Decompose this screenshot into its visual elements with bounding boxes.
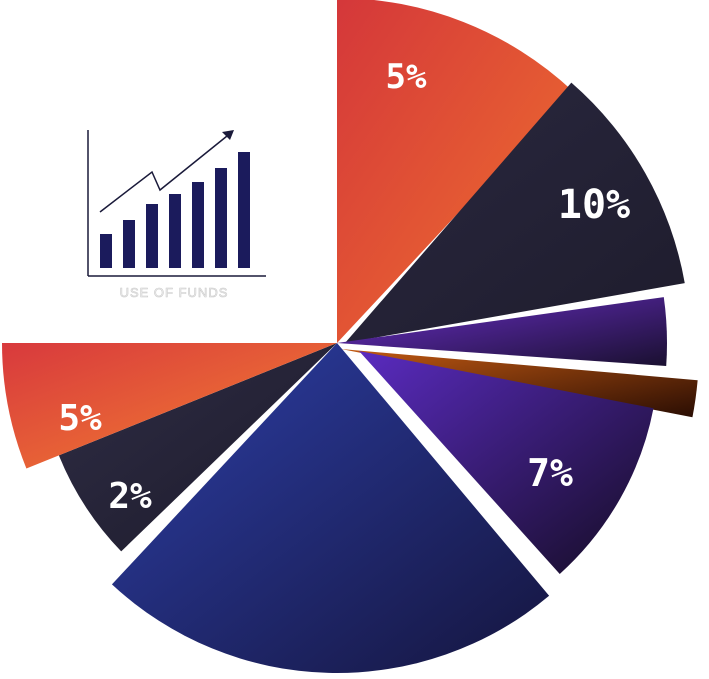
slice-label-right: 7%: [527, 451, 573, 495]
icon-bar: [169, 194, 181, 268]
icon-trend-arrowhead: [222, 130, 234, 140]
icon-bar: [146, 204, 158, 268]
icon-trend-line: [99, 131, 233, 213]
growth-chart-icon: USE OF FUNDS: [87, 130, 266, 300]
slice-label-left: 5%: [58, 398, 102, 439]
pie-slice-0: [337, 0, 573, 343]
icon-bar: [238, 152, 250, 268]
pie-labels: 5% 10% 7% 2% 5%: [58, 57, 630, 517]
slice-label-top: 5%: [386, 57, 427, 97]
pie-slice-7: [2, 343, 337, 469]
icon-bar: [192, 182, 204, 268]
icon-bars: [100, 152, 250, 268]
icon-bar: [215, 168, 227, 268]
icon-caption: USE OF FUNDS: [120, 285, 229, 300]
slice-label-lower-left: 2%: [108, 476, 152, 517]
icon-bar: [100, 234, 112, 268]
slice-label-upper-right: 10%: [558, 182, 630, 228]
pie-slice-6: [58, 343, 337, 552]
pie-slice-4: [359, 351, 654, 574]
pie-slice-1: [345, 82, 685, 344]
pie-slice-2: [337, 297, 667, 367]
icon-bar: [123, 220, 135, 268]
pie-slice-5: [111, 343, 550, 674]
pie-slices: [2, 0, 698, 674]
